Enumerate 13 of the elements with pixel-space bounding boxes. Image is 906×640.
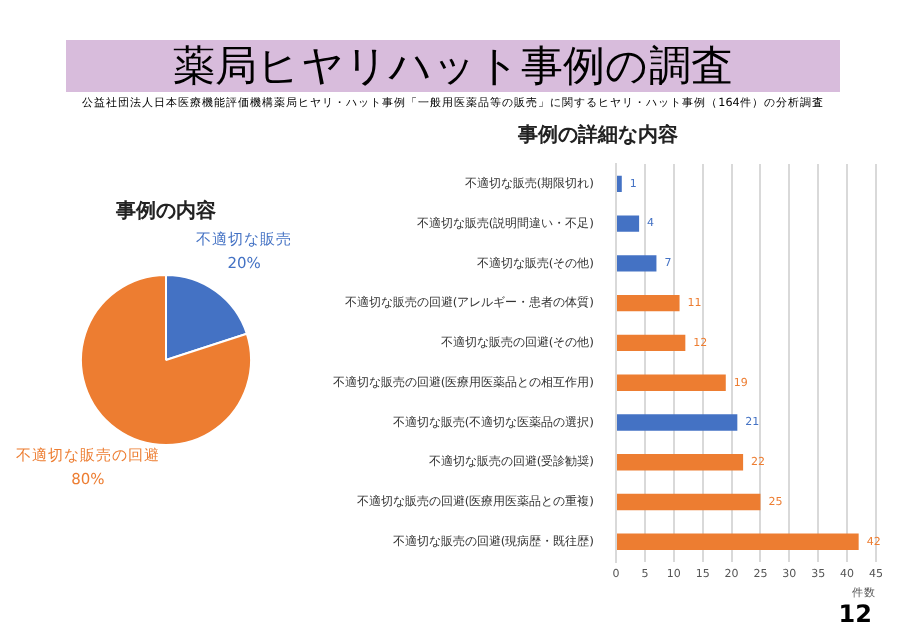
bar [617, 493, 761, 511]
bar [617, 374, 726, 391]
text: 薬局ヒヤリハット事例の調査 [66, 40, 840, 92]
bar [617, 334, 686, 352]
bar [617, 215, 640, 232]
bar [617, 414, 738, 431]
chart-title: 事例の詳細な内容 [516, 123, 678, 148]
chart-title: 事例の内容 [114, 199, 216, 224]
bar [617, 454, 744, 471]
bar [617, 533, 859, 550]
bar [617, 294, 680, 312]
bar [617, 255, 657, 272]
text: 12 [836, 600, 872, 628]
